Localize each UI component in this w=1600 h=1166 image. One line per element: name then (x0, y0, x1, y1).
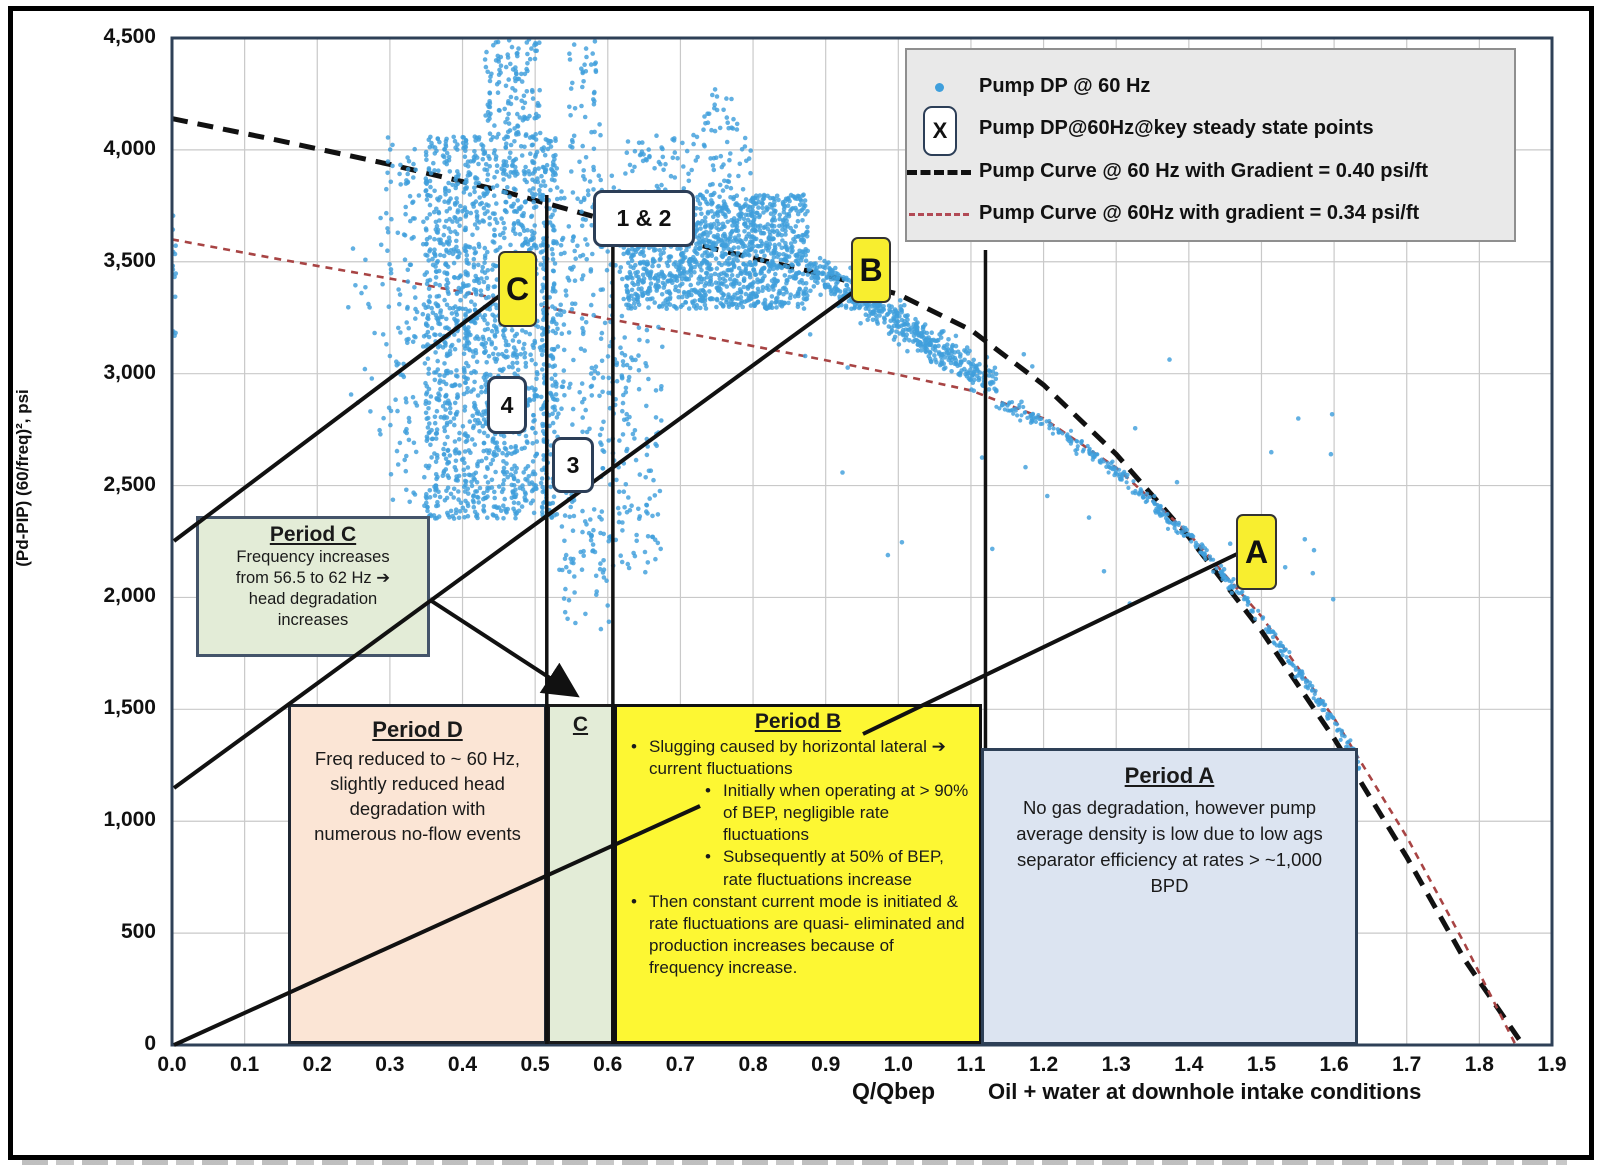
legend-label: Pump Curve @ 60Hz with gradient = 0.34 p… (979, 202, 1420, 224)
y-tick-label: 2,500 (103, 472, 156, 496)
period-c-strip-label: C (572, 713, 589, 736)
period-b-box: Period B Slugging caused by horizontal l… (614, 704, 982, 1044)
y-tick-label: 1,500 (103, 696, 156, 720)
period-b-text: Then constant current mode is initiated … (649, 891, 965, 977)
x-axis-subtitle: Oil + water at downhole intake condition… (988, 1079, 1422, 1104)
y-tick-label: 4,500 (103, 25, 156, 48)
x-tick-label: 0.4 (447, 1053, 478, 1076)
plot-frame (170, 36, 1554, 1047)
bullet-icon (705, 846, 723, 890)
period-b-text: Subsequently at 50% of BEP, rate fluctua… (723, 847, 944, 889)
key-point-label-a: A (1236, 514, 1277, 590)
x-axis-title: Q/Qbep (852, 1078, 936, 1104)
pump-curve-040 (172, 116, 1526, 1045)
bullet-icon (705, 780, 723, 846)
period-c-text: increases (277, 611, 349, 630)
key-point-label-b: B (851, 237, 891, 303)
y-tick-label: 4,000 (103, 136, 156, 160)
x-tick-label: 1.0 (883, 1053, 913, 1076)
x-tick-label: 1.8 (1464, 1053, 1494, 1076)
period-a-text: No gas degradation, however pump (1022, 797, 1317, 818)
period-b-bullet: Initially when operating at > 90% of BEP… (617, 780, 979, 846)
legend-label: Pump Curve @ 60 Hz with Gradient = 0.40 … (979, 160, 1429, 182)
key-point-text: C (505, 270, 530, 307)
bullet-icon (631, 891, 649, 979)
period-c-text: from 56.5 to 62 Hz ➔ (235, 569, 391, 588)
key-point-text: B (859, 251, 883, 288)
y-tick-label: 0 (144, 1032, 156, 1055)
x-tick-label: 1.1 (956, 1053, 986, 1076)
period-a-text: separator efficiency at rates > ~1,000 (1016, 848, 1323, 870)
key-point-label-4: 4 (487, 376, 527, 434)
period-a-box: Period A No gas degradation, however pum… (981, 748, 1358, 1045)
x-marker-text: X (932, 118, 948, 143)
period-d-text: Freq reduced to ~ 60 Hz, (314, 748, 521, 769)
key-point-label-c: C (498, 251, 537, 327)
key-point-label-1-2: 1 & 2 (593, 190, 695, 247)
x-tick-label: 1.4 (1174, 1053, 1204, 1076)
x-tick-label: 0.3 (375, 1053, 405, 1076)
y-tick-label: 500 (120, 920, 156, 944)
y-tick-label: 3,000 (103, 360, 156, 384)
y-tick-label: 1,000 (103, 808, 156, 832)
y-tick-label: 2,000 (103, 584, 156, 608)
period-d-title: Period D (372, 717, 463, 742)
bullet-icon (631, 736, 649, 780)
legend-label: Pump DP@60Hz@key steady state points (979, 117, 1374, 139)
x-tick-label: 0.6 (593, 1053, 623, 1076)
key-point-text: A (1244, 533, 1269, 570)
key-point-text: 4 (500, 391, 514, 418)
period-b-bullet: Subsequently at 50% of BEP, rate fluctua… (617, 846, 979, 890)
period-c-title: Period C (269, 523, 357, 546)
period-a-title: Period A (1124, 763, 1215, 788)
period-a-text: average density is low due to low ags (1016, 822, 1323, 844)
x-tick-label: 0.7 (665, 1053, 695, 1076)
black-dashed-line-icon (907, 170, 971, 175)
cropped-caption (22, 1158, 1567, 1165)
legend-label: Pump DP @ 60 Hz (979, 75, 1151, 97)
key-point-text: 1 & 2 (616, 205, 672, 231)
y-axis-title: (Pd-PIP) (60/freq)², psi (13, 389, 32, 567)
key-point-text: 3 (566, 451, 580, 478)
period-b-text: Slugging caused by horizontal lateral ➔ … (649, 737, 946, 779)
x-tick-label: 1.7 (1392, 1053, 1422, 1076)
period-b-bullet: Then constant current mode is initiated … (617, 891, 979, 979)
x-tick-label: 1.5 (1246, 1053, 1277, 1076)
scatter-dot-icon (935, 83, 944, 92)
period-c-box: Period C Frequency increases from 56.5 t… (196, 516, 430, 657)
x-tick-label: 0.0 (157, 1053, 187, 1076)
period-c-text: head degradation (248, 590, 378, 609)
x-tick-label: 1.9 (1537, 1053, 1567, 1076)
red-dashed-line-icon (909, 213, 969, 216)
key-point-label-3: 3 (552, 437, 594, 493)
x-tick-label: 0.8 (738, 1053, 768, 1076)
x-tick-label: 1.6 (1319, 1053, 1349, 1076)
period-d-text: slightly reduced head (330, 772, 505, 794)
x-tick-label: 0.1 (230, 1053, 260, 1076)
period-d-text: degradation with (349, 797, 486, 819)
x-tick-label: 1.3 (1101, 1053, 1131, 1076)
period-b-text: Initially when operating at > 90% of BEP… (723, 781, 969, 845)
period-c-strip: C (547, 704, 614, 1044)
x-tick-label: 0.2 (302, 1053, 332, 1076)
x-tick-label: 1.2 (1028, 1053, 1059, 1076)
period-b-bullet: Slugging caused by horizontal lateral ➔ … (617, 736, 979, 780)
period-d-box: Period D Freq reduced to ~ 60 Hz, slight… (288, 704, 547, 1044)
x-tick-label: 0.9 (811, 1053, 841, 1076)
period-d-text: numerous no-flow events (314, 822, 521, 844)
period-c-text: Frequency increases (236, 548, 390, 566)
x-tick-label: 0.5 (520, 1053, 550, 1076)
x-marker-icon: X (923, 106, 957, 156)
period-a-text: BPD (1150, 874, 1189, 896)
legend: Pump DP @ 60 Hz X Pump DP@60Hz@key stead… (905, 48, 1516, 242)
y-tick-label: 3,500 (103, 248, 156, 272)
period-b-title: Period B (754, 710, 842, 733)
